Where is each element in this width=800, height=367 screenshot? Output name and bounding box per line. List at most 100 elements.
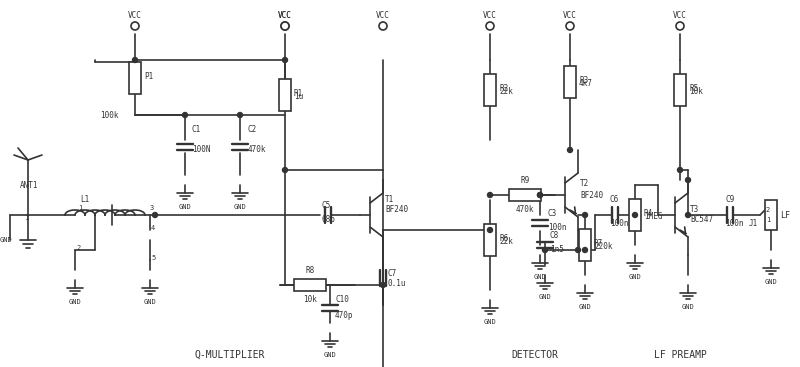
Text: GND: GND <box>0 237 12 243</box>
Text: VCC: VCC <box>673 11 687 20</box>
Circle shape <box>282 58 287 62</box>
Bar <box>579 229 591 261</box>
Circle shape <box>281 22 289 30</box>
Bar <box>129 62 141 94</box>
Text: 4: 4 <box>151 225 155 231</box>
Circle shape <box>486 22 494 30</box>
Text: DETECTOR: DETECTOR <box>511 350 558 360</box>
Text: BC547: BC547 <box>690 215 713 225</box>
Text: J1: J1 <box>749 218 758 228</box>
Text: 1: 1 <box>766 217 770 223</box>
Text: R4: R4 <box>644 209 654 218</box>
Circle shape <box>633 212 638 218</box>
Text: 22k: 22k <box>499 87 513 96</box>
Text: GND: GND <box>324 352 336 358</box>
Bar <box>765 200 777 230</box>
Text: T2: T2 <box>580 178 590 188</box>
Text: C7: C7 <box>387 269 396 277</box>
Circle shape <box>153 212 158 218</box>
Text: 10k: 10k <box>303 295 317 304</box>
Circle shape <box>379 22 387 30</box>
Text: 1: 1 <box>78 205 82 211</box>
Text: LF PREAMP: LF PREAMP <box>654 350 706 360</box>
Text: BF240: BF240 <box>385 206 408 214</box>
Circle shape <box>566 22 574 30</box>
Text: GND: GND <box>765 279 778 285</box>
Text: Q-MULTIPLIER: Q-MULTIPLIER <box>194 350 266 360</box>
Text: R8: R8 <box>306 266 314 275</box>
Text: VCC: VCC <box>278 11 292 20</box>
Text: R3: R3 <box>579 76 588 85</box>
Text: 22k: 22k <box>499 237 513 246</box>
Text: 68p: 68p <box>322 215 336 225</box>
Bar <box>484 74 496 106</box>
Circle shape <box>678 167 682 172</box>
Circle shape <box>182 113 187 117</box>
Circle shape <box>686 212 690 218</box>
Circle shape <box>487 193 493 197</box>
Text: C5: C5 <box>322 200 331 210</box>
Text: R1: R1 <box>294 89 303 98</box>
Text: 100N: 100N <box>192 145 210 155</box>
Text: R7: R7 <box>594 239 603 248</box>
Circle shape <box>582 212 587 218</box>
Text: GND: GND <box>538 294 551 300</box>
Circle shape <box>575 247 581 252</box>
Text: 470k: 470k <box>516 205 534 214</box>
Text: GND: GND <box>234 204 246 210</box>
Circle shape <box>582 247 587 252</box>
Text: BF240: BF240 <box>580 190 603 200</box>
Text: VCC: VCC <box>278 11 292 20</box>
Bar <box>629 199 641 231</box>
Text: LF: LF <box>780 211 790 219</box>
Text: GND: GND <box>682 304 694 310</box>
Circle shape <box>381 283 386 287</box>
Text: 1: 1 <box>24 215 28 221</box>
Text: C6: C6 <box>610 196 619 204</box>
Text: L1: L1 <box>80 196 90 204</box>
Text: GND: GND <box>69 299 82 305</box>
Text: GND: GND <box>484 319 496 325</box>
Circle shape <box>487 228 493 233</box>
Text: 1n5: 1n5 <box>550 246 564 254</box>
Circle shape <box>567 148 573 153</box>
Circle shape <box>238 113 242 117</box>
Text: P1: P1 <box>144 72 154 81</box>
Bar <box>509 189 541 201</box>
Text: C10: C10 <box>335 295 349 305</box>
Text: T3: T3 <box>690 206 699 214</box>
Text: GND: GND <box>144 299 156 305</box>
Text: R9: R9 <box>520 176 530 185</box>
Bar <box>294 279 326 291</box>
Text: 100n: 100n <box>610 218 629 228</box>
Bar <box>674 74 686 106</box>
Text: 100n: 100n <box>725 218 743 228</box>
Circle shape <box>686 178 690 182</box>
Circle shape <box>281 22 289 30</box>
Text: R5: R5 <box>689 84 698 93</box>
Text: R6: R6 <box>499 234 508 243</box>
Text: GND: GND <box>578 304 591 310</box>
Text: GND: GND <box>534 274 546 280</box>
Text: VCC: VCC <box>128 11 142 20</box>
Text: C8: C8 <box>550 230 559 240</box>
Text: T1: T1 <box>385 196 394 204</box>
Text: 2: 2 <box>766 207 770 213</box>
Text: ANT1: ANT1 <box>20 181 38 189</box>
Text: 0.1u: 0.1u <box>387 279 406 287</box>
Text: 470p: 470p <box>335 312 354 320</box>
Text: C2: C2 <box>248 126 258 134</box>
Circle shape <box>538 193 542 197</box>
Text: 1u: 1u <box>294 92 303 101</box>
Text: 100n: 100n <box>548 222 566 232</box>
Text: 10k: 10k <box>689 87 703 96</box>
Text: 470k: 470k <box>248 145 266 155</box>
Text: 100k: 100k <box>100 110 118 120</box>
Text: 4k7: 4k7 <box>579 79 593 88</box>
Text: C9: C9 <box>725 196 734 204</box>
Circle shape <box>133 58 138 62</box>
Text: VCC: VCC <box>483 11 497 20</box>
Text: 3: 3 <box>150 205 154 211</box>
Text: 1MEG: 1MEG <box>644 212 662 221</box>
Circle shape <box>542 247 547 252</box>
